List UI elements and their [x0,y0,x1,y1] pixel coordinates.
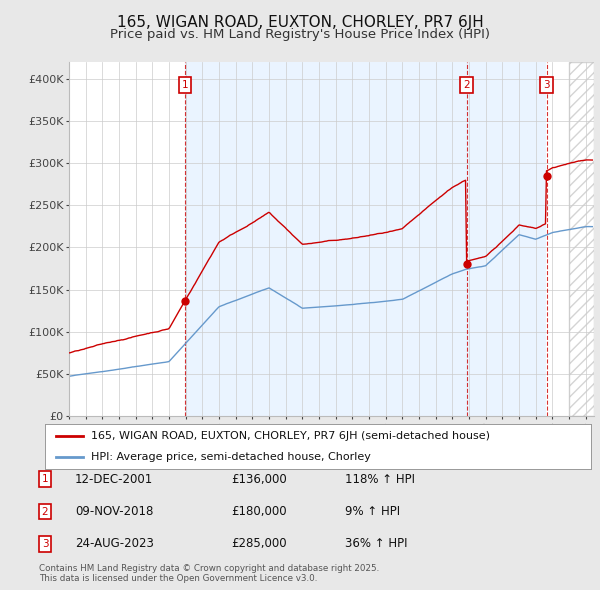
Text: 165, WIGAN ROAD, EUXTON, CHORLEY, PR7 6JH: 165, WIGAN ROAD, EUXTON, CHORLEY, PR7 6J… [116,15,484,30]
Text: HPI: Average price, semi-detached house, Chorley: HPI: Average price, semi-detached house,… [91,452,371,462]
Text: 2: 2 [463,80,470,90]
Text: 2: 2 [41,507,49,516]
Text: 9% ↑ HPI: 9% ↑ HPI [345,505,400,518]
Text: £180,000: £180,000 [231,505,287,518]
Bar [185,62,467,416]
Text: £285,000: £285,000 [231,537,287,550]
Text: 12-DEC-2001: 12-DEC-2001 [75,473,153,486]
Text: £136,000: £136,000 [231,473,287,486]
Text: Contains HM Land Registry data © Crown copyright and database right 2025.
This d: Contains HM Land Registry data © Crown c… [39,563,379,583]
Text: 09-NOV-2018: 09-NOV-2018 [75,505,154,518]
Bar [467,62,547,416]
Text: 24-AUG-2023: 24-AUG-2023 [75,537,154,550]
Text: Price paid vs. HM Land Registry's House Price Index (HPI): Price paid vs. HM Land Registry's House … [110,28,490,41]
Text: 1: 1 [182,80,188,90]
Text: 3: 3 [543,80,550,90]
Text: 118% ↑ HPI: 118% ↑ HPI [345,473,415,486]
Text: 1: 1 [41,474,49,484]
Bar [569,62,594,416]
Text: 36% ↑ HPI: 36% ↑ HPI [345,537,407,550]
Text: 3: 3 [41,539,49,549]
Text: 165, WIGAN ROAD, EUXTON, CHORLEY, PR7 6JH (semi-detached house): 165, WIGAN ROAD, EUXTON, CHORLEY, PR7 6J… [91,431,490,441]
